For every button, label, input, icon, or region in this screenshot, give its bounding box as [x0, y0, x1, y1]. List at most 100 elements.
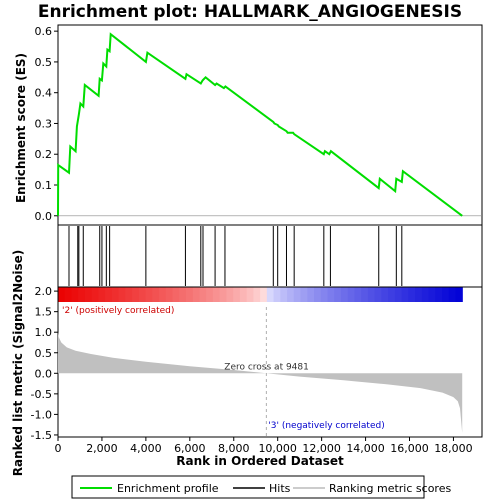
es-y-tick-label: 0.6 — [35, 25, 53, 38]
colorbar-segment — [273, 287, 281, 302]
colorbar-segment — [408, 287, 416, 302]
colorbar-segment — [111, 287, 120, 302]
colorbar-segment — [287, 287, 295, 302]
colorbar-segment — [246, 287, 254, 302]
colorbar-segment — [58, 287, 66, 302]
colorbar-segment — [347, 287, 356, 302]
colorbar-segment — [266, 287, 275, 302]
hits-frame — [57, 224, 483, 288]
x-tick-label: 12,000 — [302, 442, 341, 455]
colorbar-segment — [388, 287, 396, 302]
colorbar-segment — [186, 287, 194, 302]
colorbar-segment — [381, 287, 389, 302]
colorbar-segment — [435, 287, 443, 302]
rank-y-tick-label: 1.0 — [35, 326, 53, 339]
colorbar-segment — [260, 287, 268, 302]
zero-cross-label: Zero cross at 9481 — [224, 362, 309, 372]
colorbar-segment — [125, 287, 133, 302]
rank-y-tick-label: -1.0 — [31, 408, 52, 421]
colorbar-segment — [118, 287, 126, 302]
colorbar-segment — [165, 287, 174, 302]
x-axis-label: Rank in Ordered Dataset — [176, 454, 344, 468]
es-y-tick-label: 0.3 — [35, 117, 53, 130]
colorbar-segment — [233, 287, 241, 302]
colorbar-segment — [307, 287, 315, 302]
colorbar-segment — [428, 287, 436, 302]
colorbar-segment — [78, 287, 86, 302]
colorbar-segment — [367, 287, 376, 302]
hits-panel — [57, 224, 483, 288]
rank-y-axis-label: Ranked list metric (Signal2Noise) — [11, 250, 25, 477]
colorbar-segment — [361, 287, 369, 302]
colorbar-segment — [64, 287, 73, 302]
ranked-metric-panel: 2.0 1.5 1.0 0.5 0.0 -0.5 -1.0 -1.5 Zero cross a… — [11, 250, 483, 477]
colorbar-segment — [172, 287, 180, 302]
colorbar-segment — [448, 287, 457, 302]
colorbar-segment — [421, 287, 430, 302]
rank-colorbar — [58, 287, 463, 302]
colorbar-segment — [212, 287, 221, 302]
colorbar-segment — [192, 287, 201, 302]
legend-ranking-label: Ranking metric scores — [329, 482, 451, 495]
colorbar-segment — [320, 287, 329, 302]
colorbar-segment — [340, 287, 349, 302]
es-y-tick-label: 0.5 — [35, 56, 53, 69]
colorbar-segment — [280, 287, 288, 302]
colorbar-segment — [105, 287, 113, 302]
rank-y-tick-label: 2.0 — [35, 285, 53, 298]
colorbar-segment — [132, 287, 140, 302]
colorbar-segment — [145, 287, 153, 302]
colorbar-segment — [455, 287, 463, 302]
es-plot-frame — [57, 24, 483, 226]
colorbar-segment — [71, 287, 79, 302]
x-tick-label: 2,000 — [86, 442, 118, 455]
colorbar-segment — [91, 287, 100, 302]
colorbar-segment — [84, 287, 93, 302]
es-y-axis-label: Enrichment score (ES) — [14, 53, 28, 203]
rank-y-tick-label: -1.5 — [31, 429, 52, 442]
es-y-tick-label: 0.2 — [35, 148, 53, 161]
x-tick-label: 16,000 — [390, 442, 429, 455]
colorbar-segment — [226, 287, 234, 302]
ranking-metric-area — [58, 332, 463, 433]
colorbar-segment — [98, 287, 106, 302]
colorbar-segment — [442, 287, 450, 302]
colorbar-segment — [199, 287, 207, 302]
x-tick-label: 0 — [55, 442, 62, 455]
x-tick-label: 4,000 — [130, 442, 162, 455]
colorbar-segment — [374, 287, 382, 302]
colorbar-segment — [159, 287, 167, 302]
legend-box — [71, 475, 425, 499]
positive-correlation-label: '2' (positively correlated) — [62, 306, 174, 316]
enrichment-score-panel: 0.0 0.1 0.2 0.3 0.4 0.5 0.6 Enrichment score (… — [14, 24, 483, 226]
rank-y-tick-label: 1.5 — [35, 306, 53, 319]
x-tick-label: 6,000 — [174, 442, 206, 455]
colorbar-segment — [253, 287, 261, 302]
colorbar-segment — [327, 287, 335, 302]
x-tick-label: 14,000 — [346, 442, 385, 455]
colorbar-segment — [293, 287, 302, 302]
chart-title: Enrichment plot: HALLMARK_ANGIOGENESIS — [38, 2, 462, 22]
colorbar-segment — [300, 287, 308, 302]
colorbar-segment — [354, 287, 362, 302]
colorbar-segment — [334, 287, 342, 302]
x-axis: 0 2,000 4,000 6,000 8,000 10,000 12,000 14,000 1… — [55, 437, 473, 455]
es-y-tick-label: 0.0 — [35, 210, 53, 223]
x-tick-label: 10,000 — [258, 442, 297, 455]
colorbar-segment — [179, 287, 187, 302]
rank-y-tick-label: 0.5 — [35, 347, 53, 360]
x-tick-label: 18,000 — [434, 442, 473, 455]
colorbar-segment — [219, 287, 228, 302]
rank-y-tick-label: -0.5 — [31, 388, 52, 401]
colorbar-segment — [415, 287, 423, 302]
es-y-tick-label: 0.4 — [35, 87, 53, 100]
colorbar-segment — [394, 287, 403, 302]
legend-hits-label: Hits — [269, 482, 291, 495]
colorbar-segment — [206, 287, 214, 302]
enrichment-profile-line — [57, 32, 463, 217]
negative-correlation-label: '3' (negatively correlated) — [268, 421, 384, 431]
rank-y-tick-label: 0.0 — [35, 367, 53, 380]
colorbar-segment — [314, 287, 322, 302]
es-y-tick-label: 0.1 — [35, 179, 53, 192]
